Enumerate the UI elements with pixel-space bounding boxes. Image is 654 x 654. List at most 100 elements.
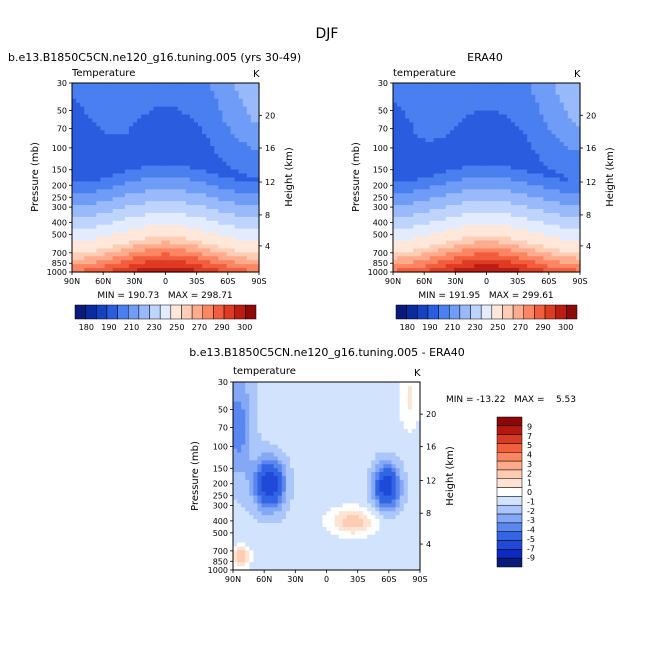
obs-field-cell [437, 220, 443, 226]
obs-field-cell [429, 252, 435, 257]
model-field-cell [104, 149, 110, 155]
model-field-cell [206, 94, 211, 100]
obs-field-cell [547, 98, 553, 104]
obs-field-cell [462, 83, 467, 88]
model-field-cell [149, 157, 154, 163]
model-field-cell [153, 220, 158, 226]
model-field-cell [116, 110, 122, 116]
model-field-cell [145, 189, 150, 194]
difference-units-label: K [414, 368, 421, 379]
difference-field-cell [302, 401, 307, 407]
model-field-cell [169, 264, 175, 269]
obs-field-cell [453, 252, 459, 257]
obs-field-cell [462, 106, 467, 112]
model-field-cell [157, 185, 163, 190]
model-field-cell [193, 118, 199, 123]
obs-field-cell [555, 146, 561, 151]
pressure-tick-label: 500 [52, 231, 67, 240]
model-field-cell [206, 212, 211, 218]
obs-field-cell [393, 161, 398, 167]
obs-field-cell [563, 173, 569, 179]
obs-field-cell [462, 98, 467, 104]
obs-field-cell [506, 252, 512, 257]
model-field-cell [84, 161, 89, 167]
model-field-cell [169, 181, 175, 186]
obs-field-cell [429, 189, 435, 194]
difference-field-cell [375, 397, 380, 403]
model-field-cell [137, 264, 142, 269]
obs-field-cell [405, 240, 410, 246]
model-field-cell [214, 126, 219, 131]
obs-field-cell [559, 228, 565, 234]
obs-field-cell [575, 173, 581, 179]
model-field-cell [169, 153, 175, 159]
obs-field-cell [401, 201, 406, 206]
model-field-cell [234, 130, 240, 135]
difference-field-cell [395, 397, 401, 403]
model-field-cell [193, 248, 199, 253]
obs-field-cell [494, 212, 500, 218]
model-field-cell [185, 94, 191, 100]
model-field-cell [226, 216, 232, 222]
difference-field-cell [322, 389, 328, 395]
obs-field-cell [397, 224, 402, 230]
obs-field-cell [494, 173, 500, 179]
model-field-cell [157, 94, 163, 100]
model-field-cell [202, 165, 207, 171]
model-field-cell [112, 228, 118, 234]
difference-field-cell [249, 393, 254, 399]
obs-field-cell [433, 201, 439, 206]
model-field-cell [72, 181, 77, 186]
difference-field-cell [326, 393, 332, 399]
obs-field-cell [531, 228, 536, 234]
model-field-cell [145, 134, 150, 139]
obs-field-cell [547, 110, 553, 116]
model-field-cell [165, 126, 171, 131]
obs-field-cell [563, 268, 569, 273]
model-field-cell [161, 264, 167, 269]
obs-field-cell [555, 114, 561, 120]
obs-field-cell [531, 146, 536, 151]
obs-field-cell [466, 248, 471, 253]
obs-field-cell [494, 122, 500, 127]
model-field-cell [157, 264, 163, 269]
obs-field-cell [466, 216, 471, 222]
obs-field-cell [445, 201, 451, 206]
difference-field-cell [338, 397, 344, 403]
model-field-cell [222, 177, 228, 183]
model-field-cell [124, 102, 130, 108]
obs-field-cell [510, 240, 516, 246]
obs-field-cell [458, 122, 463, 127]
model-field-cell [92, 268, 97, 273]
model-field-cell [185, 212, 191, 218]
obs-field-cell [409, 102, 414, 108]
obs-field-cell [547, 197, 553, 202]
obs-field-cell [421, 244, 427, 249]
model-field-cell [84, 224, 89, 230]
obs-field-cell [490, 138, 496, 143]
model-field-cell [210, 228, 215, 234]
obs-field-cell [393, 173, 398, 179]
model-field-cell [250, 169, 256, 175]
obs-field-cell [441, 146, 447, 151]
difference-field-cell [298, 413, 303, 418]
model-field-cell [177, 193, 183, 198]
model-field-cell [230, 260, 236, 265]
obs-field-cell [567, 193, 573, 198]
model-field-cell [100, 157, 106, 163]
obs-field-cell [449, 181, 455, 186]
model-field-cell [120, 248, 126, 253]
model-field-cell [88, 252, 93, 257]
obs-field-cell [502, 83, 508, 88]
obs-field-cell [482, 114, 488, 120]
obs-field-cell [409, 181, 414, 186]
obs-field-cell [458, 240, 463, 246]
obs-field-cell [413, 248, 418, 253]
obs-field-cell [482, 138, 488, 143]
model-field-cell [153, 216, 158, 222]
obs-field-cell [551, 228, 557, 234]
model-field-cell [210, 244, 215, 249]
model-field-cell [246, 252, 252, 257]
obs-field-cell [563, 86, 569, 92]
model-field-cell [80, 122, 85, 127]
